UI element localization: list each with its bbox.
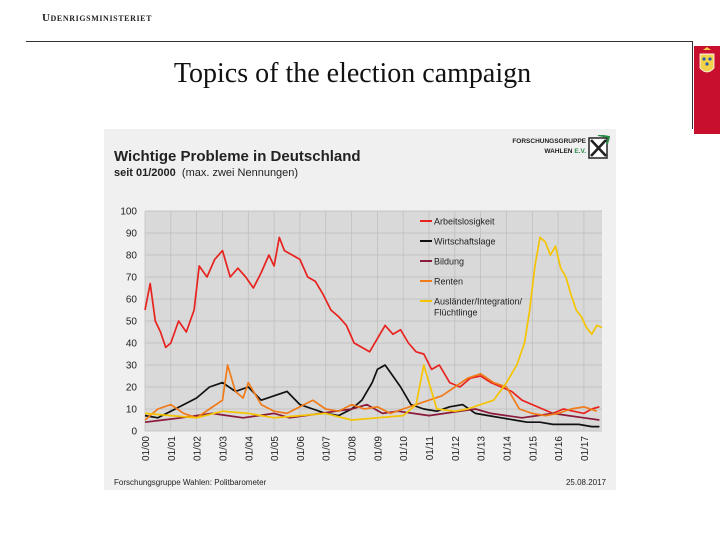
logo-text-line2: WAHLEN [544,148,573,155]
x-tick-label: 01/07 [322,436,333,461]
logo-text-ev: E.V. [574,148,586,155]
x-tick-label: 01/04 [244,436,255,461]
x-tick-label: 01/17 [580,436,591,461]
chart-subtitle: seit 01/2000 (max. zwei Nennungen) [114,167,298,179]
y-tick-label: 100 [120,207,137,218]
y-tick-label: 0 [131,427,137,438]
x-tick-label: 01/10 [399,436,410,461]
x-tick-label: 01/11 [425,436,436,461]
header-vertical-divider [692,41,693,129]
logo-text: FORSCHUNGSGRUPPE WAHLEN E.V. [500,137,586,157]
legend-label: Ausländer/Integration/Flüchtlinge [434,297,523,318]
x-tick-label: 01/13 [477,436,488,461]
header-divider [26,41,693,42]
x-tick-label: 01/05 [270,436,281,461]
x-tick-label: 01/01 [167,436,178,461]
series-line-3 [144,364,598,421]
y-tick-label: 60 [126,295,138,306]
y-tick-label: 10 [126,405,138,416]
chart-source: Forschungsgruppe Wahlen: Politbarometer [114,478,267,487]
chart-panel: Wichtige Probleme in Deutschland seit 01… [104,129,616,490]
legend-label: Arbeitslosigkeit [434,217,495,227]
x-tick-label: 01/03 [218,436,229,461]
y-tick-label: 90 [126,229,138,240]
ministry-name: Udenrigsministeriet [42,12,153,24]
x-tick-label: 01/02 [193,436,204,461]
x-tick-label: 01/00 [141,436,152,461]
x-tick-label: 01/08 [348,436,359,461]
series-line-1 [144,364,600,428]
y-tick-label: 40 [126,339,138,350]
y-tick-label: 80 [126,251,138,262]
line-chart: 0 10 20 30 40 50 60 70 80 90 100 01/00 01/01 01/02 01/… [120,207,603,461]
series-line-2 [144,403,600,424]
chart-subtitle-period: seit 01/2000 [114,167,176,179]
chart-title: Wichtige Probleme in Deutschland [114,148,361,165]
coat-of-arms-icon [694,46,720,134]
y-tick-label: 30 [126,361,138,372]
x-tick-label: 01/14 [502,436,513,461]
ballot-box-icon [588,135,610,159]
slide-title: Topics of the election campaign [173,58,532,89]
x-tick-label: 01/15 [528,436,539,461]
x-tick-label: 01/16 [554,436,565,461]
legend-label: Bildung [434,257,464,267]
chart-date: 25.08.2017 [565,478,606,487]
y-tick-label: 20 [126,383,138,394]
x-tick-label: 01/12 [451,436,462,461]
legend-label: Wirtschaftslage [434,237,496,247]
forschungsgruppe-logo: FORSCHUNGSGRUPPE WAHLEN E.V. [500,135,612,165]
series-line-0 [144,236,600,415]
chart-subtitle-note: (max. zwei Nennungen) [181,167,299,179]
y-tick-label: 70 [126,273,138,284]
x-tick-label: 01/06 [296,436,307,461]
logo-text-line2-wrap: WAHLEN E.V. [500,147,586,157]
y-tick-label: 50 [126,317,138,328]
x-tick-label: 01/09 [373,436,384,461]
legend-label: Renten [434,277,463,287]
logo-text-line1: FORSCHUNGSGRUPPE [512,138,586,145]
series-line-4 [144,236,603,421]
